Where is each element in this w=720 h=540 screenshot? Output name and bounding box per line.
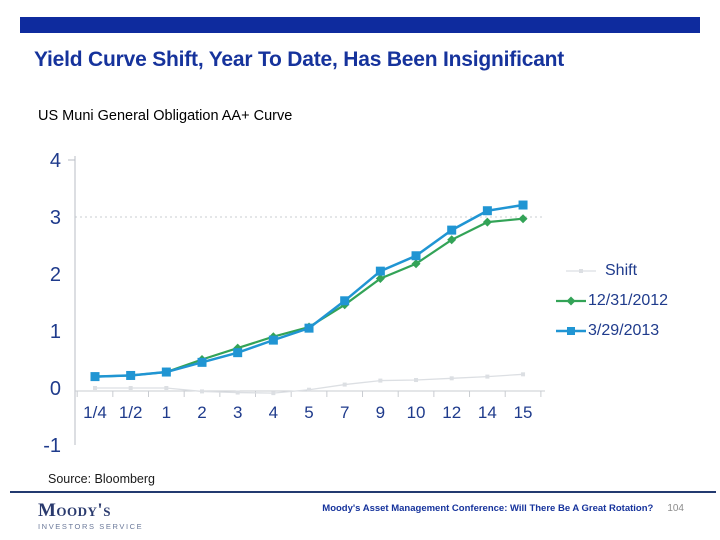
x-tick-label: 3	[233, 403, 242, 422]
legend-swatch-3-29-2013	[556, 327, 586, 335]
logo-tagline: INVESTORS SERVICE	[38, 522, 144, 531]
x-tick-label: 15	[514, 403, 533, 422]
x-tick-label: 10	[407, 403, 426, 422]
data-point-marker	[126, 370, 136, 380]
data-point-marker	[521, 372, 526, 377]
legend-label: 12/31/2012	[588, 292, 669, 309]
y-tick-label: 3	[50, 207, 61, 229]
data-point-marker	[200, 389, 205, 394]
x-tick-label: 9	[376, 403, 385, 422]
x-tick-label: 14	[478, 403, 497, 422]
data-point-marker	[579, 269, 583, 273]
chart-subtitle: US Muni General Obligation AA+ Curve	[38, 108, 293, 124]
data-point-marker	[271, 391, 276, 396]
data-point-marker	[375, 274, 385, 284]
legend-item-shift: Shift	[556, 256, 668, 286]
y-tick-label: 2	[50, 264, 61, 286]
data-point-marker	[414, 378, 419, 383]
x-tick-label: 12	[442, 403, 461, 422]
data-point-marker	[93, 386, 97, 390]
data-point-marker	[197, 357, 207, 367]
data-point-marker	[449, 376, 454, 381]
x-tick-label: 1	[162, 403, 171, 422]
data-point-marker	[567, 327, 575, 335]
data-point-marker	[485, 374, 490, 379]
data-point-marker	[128, 386, 133, 390]
series-12-31-2012	[90, 214, 528, 382]
chart-legend: Shift 12/31/2012 3/29/2013	[556, 256, 668, 346]
data-point-marker	[161, 367, 171, 377]
page-number: 104	[667, 503, 684, 514]
x-tick-label: 2	[197, 403, 206, 422]
series-line	[94, 217, 524, 378]
source-note: Source: Bloomberg	[48, 472, 156, 486]
y-tick-label: 0	[50, 378, 61, 400]
footer-conference-title: Moody's Asset Management Conference: Wil…	[322, 503, 654, 514]
legend-label: 3/29/2013	[588, 322, 660, 339]
y-tick-label: 4	[50, 150, 61, 172]
legend-label: Shift	[605, 262, 638, 279]
page-title: Yield Curve Shift, Year To Date, Has Bee…	[34, 48, 565, 71]
legend-item-12-31-2012: 12/31/2012	[556, 286, 668, 316]
data-point-marker	[518, 214, 528, 224]
data-point-marker	[447, 225, 457, 235]
data-point-marker	[375, 266, 385, 276]
data-point-marker	[235, 390, 240, 395]
x-tick-label: 1/2	[119, 403, 143, 422]
x-tick-label: 4	[269, 403, 278, 422]
data-point-marker	[566, 296, 576, 306]
y-tick-label: -1	[43, 435, 61, 457]
top-accent-bar	[20, 17, 700, 33]
data-point-marker	[233, 348, 243, 358]
data-point-marker	[90, 372, 100, 382]
data-point-marker	[164, 386, 169, 390]
data-point-marker	[268, 335, 278, 345]
logo-wordmark: Moody's	[38, 500, 111, 521]
data-point-marker	[342, 382, 347, 387]
legend-swatch-12-31-2012	[556, 296, 586, 306]
footer-divider	[10, 491, 716, 493]
data-point-marker	[518, 200, 528, 210]
data-point-marker	[307, 387, 312, 392]
series-line	[94, 203, 524, 378]
data-point-marker	[447, 235, 457, 245]
data-point-marker	[304, 323, 314, 333]
moodys-logo: Moody's INVESTORS SERVICE	[38, 501, 143, 531]
legend-swatch-shift	[566, 269, 596, 273]
x-tick-label: 5	[304, 403, 313, 422]
x-tick-label: 1/4	[83, 403, 107, 422]
data-point-marker	[482, 217, 492, 227]
data-point-marker	[340, 296, 350, 306]
legend-item-3-29-2013: 3/29/2013	[556, 316, 668, 346]
series-3-29-2013	[90, 200, 528, 382]
data-point-marker	[411, 251, 421, 261]
footer: Moody's Asset Management Conference: Wil…	[250, 503, 684, 514]
series-shift	[93, 372, 526, 396]
data-point-marker	[378, 378, 383, 383]
data-point-marker	[411, 259, 421, 269]
x-tick-label: 7	[340, 403, 349, 422]
data-point-marker	[482, 206, 492, 216]
y-tick-label: 1	[50, 321, 61, 343]
